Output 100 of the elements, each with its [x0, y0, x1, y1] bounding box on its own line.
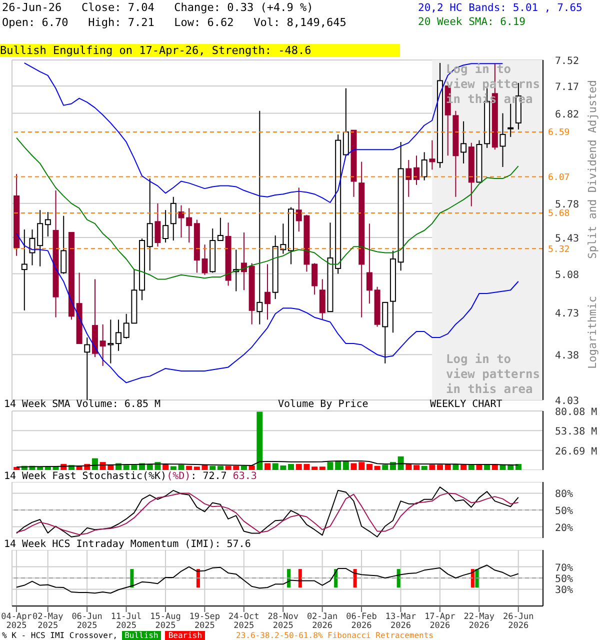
candlestick: [508, 103, 514, 138]
y-tick-label: 30%: [555, 585, 574, 596]
bar: [248, 465, 255, 470]
bar: [437, 464, 444, 470]
candlestick: [429, 140, 436, 170]
y-tick-label: 4.38: [555, 350, 580, 362]
candlestick: [319, 278, 326, 320]
chart-title: 14 Week HCS Intraday Momentum (IMI): 57.6: [4, 539, 251, 550]
x-tick-label: 06-Jun 2025: [72, 612, 102, 631]
x-tick-label: 15-Aug 2025: [150, 612, 181, 631]
y-tick-label: 6.82: [555, 109, 580, 120]
bar: [194, 466, 200, 470]
candlestick: [460, 120, 467, 164]
x-tick-label: 04-Apr 2025: [1, 612, 32, 631]
annotation: WEEKLY CHART: [430, 399, 502, 410]
bar: [460, 464, 467, 470]
candlestick: [84, 336, 90, 400]
y-tick-label: 50%: [555, 574, 574, 585]
bar: [468, 464, 474, 470]
chart-title: 26-Jun-26 Close: 7.04 Change: 0.33 (+4.9 %): [2, 1, 314, 14]
candlestick: [146, 178, 153, 272]
line-series: [16, 486, 519, 538]
x-tick-label: 24-Oct 2025: [228, 612, 260, 631]
text: 23.6-38.2-50-61.8% Fibonacci Retracements: [236, 631, 434, 640]
line-series: [16, 460, 519, 468]
bar: [217, 466, 224, 470]
y-tick-label: 5.08: [555, 270, 580, 281]
y-tick-label: 7.17: [555, 82, 580, 93]
y-tick-label: 5.43: [555, 233, 580, 244]
y-tick-label: 5.78: [555, 199, 580, 210]
x-tick-label: 22-May 2026: [464, 612, 495, 631]
annotation: Volume By Price: [278, 399, 368, 410]
text: Logarithmic: [586, 296, 599, 369]
bar: [366, 464, 372, 470]
bar: [398, 456, 404, 470]
bar: [406, 464, 412, 470]
text: Bearish: [165, 631, 206, 640]
candlestick: [256, 110, 263, 325]
x-tick-label: 19-Sep 2025: [189, 612, 220, 631]
candlestick: [202, 244, 208, 276]
x-tick-label: 11-Jul 2025: [110, 612, 142, 631]
bar: [202, 465, 208, 470]
text: : 72.7: [190, 471, 227, 482]
bar: [319, 466, 326, 470]
y-tick-label: 4.03: [555, 396, 580, 407]
x-tick-label: 02-May 2025: [32, 612, 64, 631]
candlestick: [413, 155, 420, 186]
bar: [288, 464, 294, 470]
bar: [256, 412, 263, 470]
text: Bullish: [122, 631, 162, 640]
bar: [210, 466, 216, 470]
candlestick: [421, 152, 428, 181]
bar: [429, 464, 436, 470]
candlestick: [264, 264, 270, 320]
candlestick: [186, 208, 192, 244]
line-series: [16, 492, 519, 536]
bar: [421, 466, 428, 470]
series-label: (%K): [142, 471, 167, 482]
x-tick-label: 06-Feb 2026: [346, 612, 377, 631]
ref-line-label: 6.07: [548, 172, 570, 183]
x-tick-label: 13-Mar 2026: [385, 612, 416, 631]
y-tick-label: 50%: [555, 506, 574, 517]
candlestick: [37, 210, 44, 267]
candlestick: [100, 324, 106, 366]
x-tick-label: 26-Jun 2026: [502, 612, 534, 631]
y-tick-label: 80%: [555, 489, 574, 500]
bar: [444, 464, 451, 470]
candlestick: [60, 215, 67, 274]
bar: [452, 464, 459, 470]
y-tick-label: 20%: [555, 522, 574, 534]
bar: [92, 458, 98, 470]
bar: [413, 465, 420, 470]
line-series: [16, 564, 519, 594]
candlestick: [170, 196, 176, 241]
candlestick: [500, 112, 506, 168]
candlestick: [406, 159, 412, 198]
bar: [327, 462, 334, 470]
bar: [515, 464, 522, 470]
y-tick-label: 7.52: [555, 56, 580, 67]
candlestick: [240, 232, 247, 291]
legend-title: % K - HCS IMI Crossover,: [2, 631, 118, 640]
text: 20,2 HC Bands: 5.01 , 7.65: [418, 1, 582, 15]
x-tick-label: 28-Nov 2025: [268, 612, 298, 631]
candlestick: [162, 210, 169, 244]
bar: [335, 460, 342, 470]
text: Split and Dividend Adjusted: [586, 80, 599, 259]
line-series: [16, 137, 519, 280]
bar: [44, 466, 51, 470]
candlestick: [29, 229, 36, 266]
annotation: Log in to view patterns in this area: [446, 352, 541, 397]
y-tick-label: 4.73: [555, 308, 580, 320]
bar: [162, 464, 169, 470]
text: Bullish Engulfing on 17-Apr-26, Strength: -48.6: [0, 44, 400, 57]
ref-line-label: 5.68: [548, 209, 570, 220]
candlestick: [312, 262, 318, 296]
y-tick-label: 53.38 M: [555, 426, 598, 438]
bar: [264, 463, 270, 470]
x-tick-label: 17-Apr 2026: [424, 612, 456, 631]
bar: [374, 466, 380, 470]
ref-line-label: 5.32: [548, 244, 570, 255]
